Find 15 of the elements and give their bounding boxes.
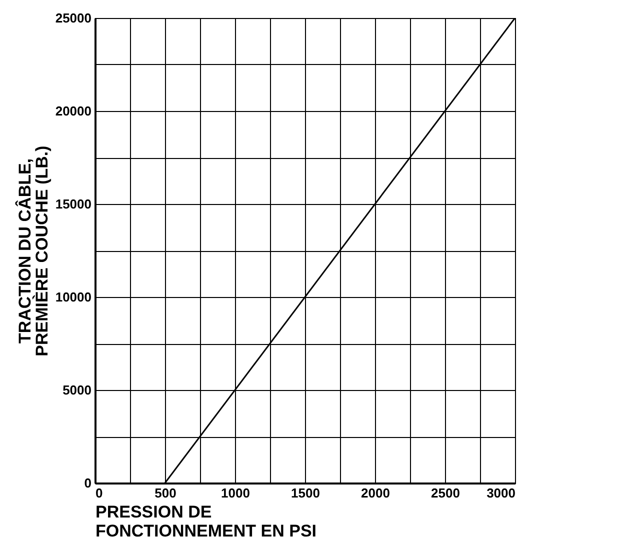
x-tick-label: 3000 — [486, 486, 516, 500]
y-axis-title: TRACTION DU CÂBLE, PREMIÈRE COUCHE (LB.) — [14, 146, 52, 356]
y-tick-label: 0 — [84, 476, 92, 490]
y-tick-label: 10000 — [55, 290, 92, 304]
x-axis-title: PRESSION DE FONCTIONNEMENT EN PSI — [96, 502, 317, 540]
x-tick-label: 500 — [154, 486, 176, 500]
x-tick-label: 2500 — [431, 486, 460, 500]
x-tick-label: 0 — [96, 486, 103, 500]
y-tick-label: 5000 — [62, 382, 92, 398]
y-tick-label: 15000 — [55, 196, 92, 212]
x-tick-label: 1500 — [291, 486, 320, 500]
y-tick-label: 20000 — [55, 104, 92, 118]
x-tick-label: 2000 — [361, 486, 390, 500]
x-tick-label: 1000 — [221, 486, 250, 500]
y-tick-label: 25000 — [55, 10, 92, 26]
